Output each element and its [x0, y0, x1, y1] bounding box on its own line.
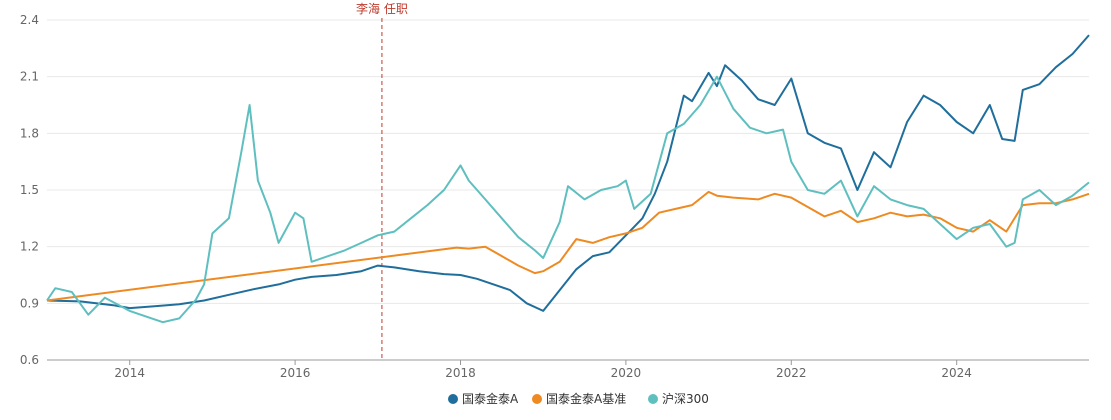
y-tick-label: 2.4 [20, 13, 39, 27]
x-tick-label: 2022 [776, 366, 807, 380]
legend-item-1[interactable]: 国泰金泰A基准 [532, 391, 626, 406]
y-tick-label: 1.2 [20, 240, 39, 254]
grid-layer [47, 19, 1089, 304]
legend-marker [448, 394, 458, 404]
x-tick-label: 2016 [280, 366, 311, 380]
x-tick-label: 2024 [941, 366, 972, 380]
x-tick-label: 2018 [445, 366, 476, 380]
annotation-layer: 李海 任职 [356, 1, 408, 360]
legend-item-0[interactable]: 国泰金泰A [448, 391, 519, 406]
x-tick-label: 2020 [611, 366, 642, 380]
y-tick-label: 1.8 [20, 126, 39, 140]
y-tick-label: 2.1 [20, 70, 39, 84]
series-line-0[interactable] [46, 34, 1090, 312]
series-line-1[interactable] [46, 190, 1090, 302]
legend[interactable]: 国泰金泰A 国泰金泰A基准 沪深300 [448, 391, 709, 406]
annotation-label: 李海 任职 [356, 1, 408, 16]
legend-label: 国泰金泰A [462, 391, 519, 406]
y-tick-label: 0.9 [20, 296, 39, 310]
legend-marker [648, 394, 658, 404]
axis-layer: 0.6 0.9 1.2 1.5 1.8 2.1 2.4 2014 2016 2018 2020 202… [20, 13, 1089, 380]
y-tick-label: 1.5 [20, 183, 39, 197]
legend-marker [532, 394, 542, 404]
legend-label: 沪深300 [662, 392, 709, 406]
x-tick-label: 2014 [114, 366, 145, 380]
legend-label: 国泰金泰A基准 [546, 391, 626, 406]
y-tick-label: 0.6 [20, 353, 39, 367]
series-line-2[interactable] [46, 75, 1090, 324]
legend-item-2[interactable]: 沪深300 [648, 392, 709, 406]
series-layer [46, 34, 1090, 324]
